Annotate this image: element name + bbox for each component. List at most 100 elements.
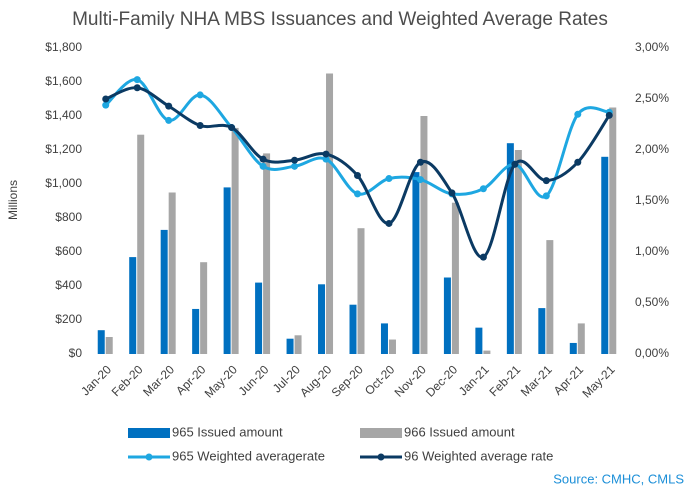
marker (479, 185, 487, 193)
x-tick-label: Dec-20 (423, 362, 460, 399)
y-axis-label: Millions (6, 180, 20, 220)
marker (511, 160, 519, 168)
bar (129, 257, 137, 354)
marker (133, 76, 141, 84)
marker (574, 158, 582, 166)
bar (388, 339, 396, 354)
marker (574, 110, 582, 118)
marker (542, 177, 550, 185)
bar (483, 350, 491, 354)
legend-label: 966 Issued amount (404, 424, 515, 439)
x-tick-label: Feb-20 (109, 362, 146, 399)
y-tick-label: $1,200 (45, 142, 82, 156)
marker (385, 175, 393, 183)
bar (546, 240, 554, 354)
legend-label: 965 Issued amount (172, 424, 283, 439)
x-tick-label: Mar-20 (140, 362, 177, 399)
marker (165, 102, 173, 110)
bar (263, 153, 271, 354)
legend-swatch (145, 453, 153, 461)
x-tick-label: Aug-20 (297, 362, 334, 399)
marker (322, 150, 330, 158)
bar (443, 277, 451, 354)
marker (102, 95, 110, 103)
x-tick-label: Feb-21 (486, 362, 523, 399)
x-tick-label: Nov-20 (392, 362, 429, 399)
x-tick-label: Sep-20 (329, 362, 366, 399)
bar (137, 134, 145, 354)
y-tick-label: $800 (55, 210, 82, 224)
marker (259, 155, 267, 163)
marker (196, 91, 204, 99)
marker (291, 156, 299, 164)
bar (514, 150, 522, 354)
legend-swatch (128, 428, 170, 438)
bar (380, 323, 388, 354)
y-tick-label: $1,600 (45, 74, 82, 88)
bar (577, 323, 585, 354)
marker (165, 116, 173, 124)
line (105, 86, 611, 259)
y2-tick-label: 0,50% (635, 295, 669, 309)
x-tick-label: Oct-20 (362, 362, 398, 398)
bar (160, 229, 168, 354)
legend-swatch (360, 428, 402, 438)
marker (354, 172, 361, 179)
marker (291, 162, 299, 170)
bar (318, 284, 326, 354)
bar (168, 192, 176, 354)
y-tick-label: $0 (69, 346, 83, 360)
bar (609, 107, 617, 354)
x-tick-label: May-21 (579, 362, 617, 400)
bar (255, 282, 263, 354)
bar (601, 156, 609, 354)
line (104, 78, 610, 199)
bar (357, 228, 365, 354)
x-tick-label: Jun-20 (236, 362, 272, 398)
bar (475, 327, 483, 354)
bar (294, 335, 302, 354)
y2-tick-label: 0,00% (635, 346, 669, 360)
bar (412, 172, 420, 354)
marker (542, 192, 550, 200)
marker (605, 111, 613, 119)
bar (192, 308, 200, 354)
y-tick-label: $1,000 (45, 176, 82, 190)
marker (416, 158, 424, 166)
bar (349, 304, 357, 354)
y-tick-label: $600 (55, 244, 82, 258)
marker (228, 124, 236, 132)
y-tick-label: $400 (55, 278, 82, 292)
x-tick-label: Jan-20 (78, 362, 114, 398)
bar (200, 262, 208, 354)
marker (259, 162, 267, 170)
bar (569, 342, 577, 354)
y2-tick-label: 1,00% (635, 244, 669, 258)
bar (231, 127, 239, 355)
bar (223, 187, 231, 354)
bar (538, 308, 546, 354)
bar (451, 202, 459, 354)
marker (354, 190, 361, 198)
legend-label: 965 Weighted averagerate (172, 448, 325, 463)
y2-tick-label: 3,00% (635, 40, 669, 54)
y2-tick-label: 1,50% (635, 193, 669, 207)
source: Source: CMHC, CMLS (553, 471, 684, 486)
chart-title: Multi-Family NHA MBS Issuances and Weigh… (72, 9, 608, 30)
y2-tick-label: 2,50% (635, 91, 669, 105)
bar (105, 337, 113, 354)
y2-tick-label: 2,00% (635, 142, 669, 156)
marker (322, 155, 330, 163)
legend-label: 96 Weighted average rate (404, 448, 553, 463)
marker (479, 253, 487, 261)
marker (385, 219, 393, 227)
x-tick-label: May-20 (202, 362, 240, 400)
y-tick-label: $1,400 (45, 108, 82, 122)
x-tick-label: Jan-21 (456, 362, 492, 398)
marker (196, 122, 204, 130)
bar (286, 338, 294, 354)
y-tick-label: $200 (55, 312, 82, 326)
bar (97, 330, 105, 354)
bar (326, 73, 334, 354)
